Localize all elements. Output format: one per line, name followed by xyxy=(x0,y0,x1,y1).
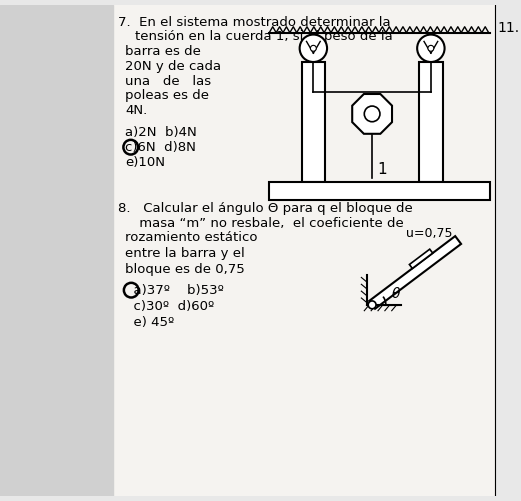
Circle shape xyxy=(368,301,376,309)
Polygon shape xyxy=(410,249,432,269)
Text: 4N.: 4N. xyxy=(126,104,147,117)
Text: tensión en la cuerda 1, si el peso de la: tensión en la cuerda 1, si el peso de la xyxy=(118,30,392,43)
Circle shape xyxy=(417,35,444,62)
Text: rozamiento estático: rozamiento estático xyxy=(126,231,258,244)
Bar xyxy=(0,5,113,496)
Text: poleas es de: poleas es de xyxy=(126,89,209,102)
Text: barra es de: barra es de xyxy=(126,46,201,58)
Text: 7.  En el sistema mostrado determinar la: 7. En el sistema mostrado determinar la xyxy=(118,16,390,29)
Text: c)30º  d)60º: c)30º d)60º xyxy=(126,300,215,313)
Text: 1: 1 xyxy=(377,162,387,177)
Text: θ: θ xyxy=(392,287,400,301)
Bar xyxy=(419,62,443,182)
Text: a)2N  b)4N: a)2N b)4N xyxy=(126,126,197,139)
Text: a)37º    b)53º: a)37º b)53º xyxy=(126,284,224,297)
Bar xyxy=(302,62,325,182)
Circle shape xyxy=(300,35,327,62)
Text: u=0,75: u=0,75 xyxy=(406,227,452,240)
Bar xyxy=(269,182,490,200)
Text: una   de   las: una de las xyxy=(126,75,212,88)
Text: entre la barra y el: entre la barra y el xyxy=(126,247,245,260)
Text: 8.   Calcular el ángulo Θ para q el bloque de: 8. Calcular el ángulo Θ para q el bloque… xyxy=(118,202,412,215)
Polygon shape xyxy=(352,94,392,134)
Text: e) 45º: e) 45º xyxy=(126,316,175,329)
Circle shape xyxy=(428,46,434,51)
Text: 20N y de cada: 20N y de cada xyxy=(126,60,221,73)
Text: masa “m” no resbale,  el coeficiente de: masa “m” no resbale, el coeficiente de xyxy=(118,217,403,230)
Text: 11.: 11. xyxy=(498,21,519,35)
Text: e)10N: e)10N xyxy=(126,156,165,169)
Circle shape xyxy=(311,46,316,51)
Circle shape xyxy=(364,106,380,122)
Bar xyxy=(494,5,510,496)
Polygon shape xyxy=(369,236,461,309)
Text: c)6N  d)8N: c)6N d)8N xyxy=(126,141,196,154)
Text: bloque es de 0,75: bloque es de 0,75 xyxy=(126,263,245,276)
